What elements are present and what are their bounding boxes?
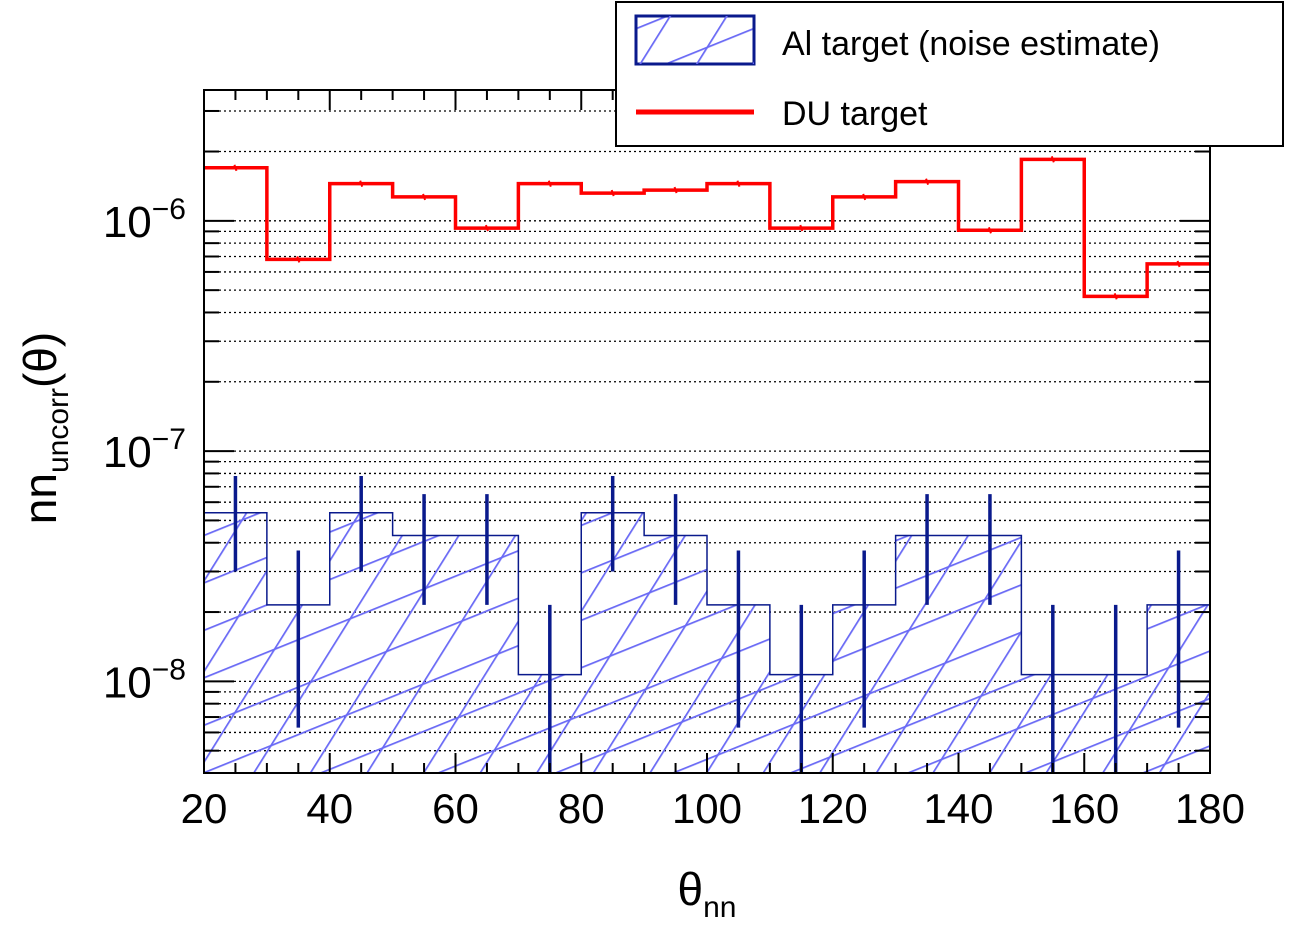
du-target-point [610, 189, 615, 197]
x-tick-label: 160 [1049, 785, 1119, 832]
du-target-point [484, 224, 489, 232]
du-target-point [736, 180, 741, 187]
du-target-point [925, 178, 930, 185]
x-axis-label: θnn [678, 863, 737, 924]
du-target-point [673, 186, 678, 194]
x-tick-label: 40 [306, 785, 353, 832]
y-axis-label: nnuncorr(θ) [14, 332, 75, 524]
y-tick-label: 10−7 [103, 423, 186, 477]
du-target-point [799, 224, 804, 232]
x-tick-label: 180 [1175, 785, 1245, 832]
al-target-outline [204, 511, 1210, 676]
x-tick-label: 100 [672, 785, 742, 832]
x-tick-label: 20 [181, 785, 228, 832]
du-target-point [233, 164, 238, 172]
y-tick-label: 10−8 [103, 653, 186, 707]
x-axis: 20 40 60 80 100 120 140 160 180 [181, 90, 1245, 832]
x-tick-label: 60 [432, 785, 479, 832]
du-target-point [296, 256, 301, 263]
legend-label-al-target: Al target (noise estimate) [782, 25, 1160, 63]
al-target-histogram [204, 511, 1210, 773]
y-tick-label: 10−6 [103, 193, 186, 247]
du-target-line [204, 157, 1210, 299]
y-axis: 10−8 10−7 10−6 [103, 109, 1210, 774]
al-target-fill-cross [204, 512, 1210, 773]
du-target-point [1050, 156, 1055, 163]
du-target-point [359, 180, 364, 187]
du-target-point [422, 193, 427, 201]
du-target-point [547, 180, 552, 187]
du-target-point [987, 226, 992, 234]
legend-label-du-target: DU target [782, 95, 928, 133]
legend: Al target (noise estimate) DU target [615, 1, 1284, 147]
x-tick-label: 80 [558, 785, 605, 832]
du-target-histogram [204, 156, 1210, 300]
x-tick-label: 140 [923, 785, 993, 832]
du-target-point [862, 193, 867, 201]
x-tick-label: 120 [798, 785, 868, 832]
du-target-point [1176, 260, 1181, 268]
du-target-point [1113, 293, 1118, 300]
